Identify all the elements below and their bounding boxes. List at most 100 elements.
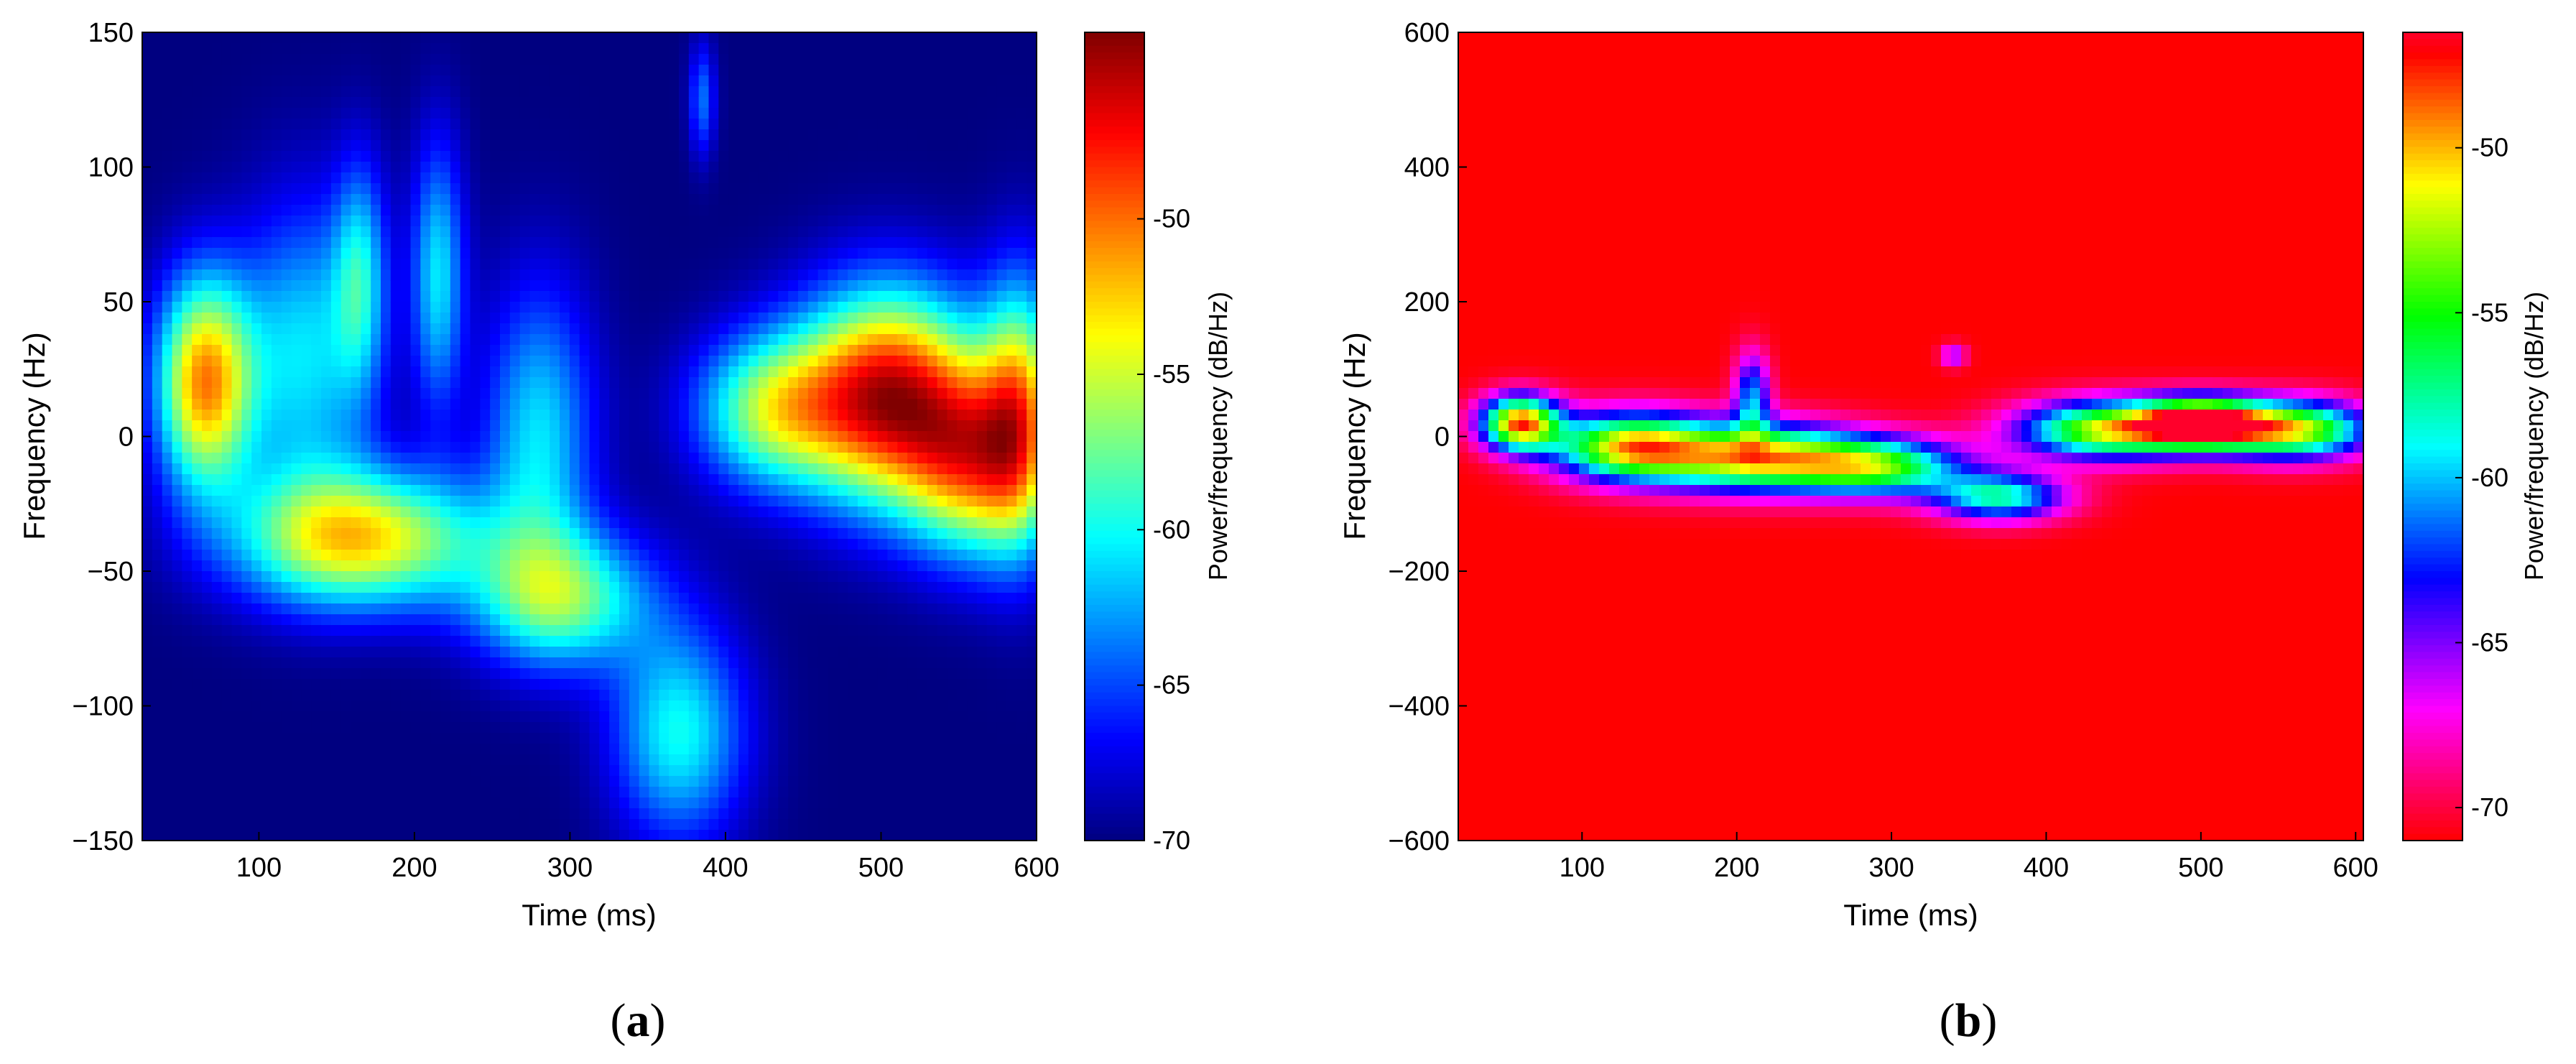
heatmap-cell — [330, 431, 342, 443]
heatmap-cell — [450, 657, 461, 669]
heatmap-cell — [589, 119, 601, 130]
heatmap-cell — [390, 65, 402, 76]
heatmap-cell — [221, 485, 233, 496]
heatmap-cell — [261, 140, 272, 152]
heatmap-cell — [301, 151, 312, 162]
heatmap-cell — [639, 744, 650, 755]
heatmap-cell — [241, 754, 252, 766]
heatmap-cell — [271, 787, 282, 798]
heatmap-cell — [311, 216, 322, 227]
heatmap-cell — [619, 711, 630, 723]
heatmap-cell — [340, 345, 352, 356]
heatmap-cell — [450, 776, 461, 787]
heatmap-cell — [609, 129, 620, 141]
heatmap-cell — [221, 216, 233, 227]
heatmap-cell — [311, 323, 322, 335]
heatmap-cell — [688, 808, 700, 820]
heatmap-cell — [271, 657, 282, 669]
heatmap-cell — [579, 194, 590, 205]
heatmap-cell — [251, 410, 262, 421]
heatmap-cell — [688, 420, 700, 432]
heatmap-cell — [589, 97, 601, 108]
heatmap-cell — [788, 323, 799, 335]
heatmap-cell — [450, 442, 461, 453]
heatmap-cell — [330, 162, 342, 173]
heatmap-cell — [698, 560, 710, 572]
heatmap-cell — [480, 830, 491, 841]
heatmap-cell — [172, 690, 183, 701]
heatmap-cell — [529, 485, 541, 496]
heatmap-cell — [361, 65, 371, 76]
heatmap-cell — [351, 765, 362, 777]
heatmap-cell — [182, 302, 193, 313]
heatmap-cell — [291, 808, 302, 820]
heatmap-cell — [152, 205, 163, 216]
heatmap-cell — [639, 517, 650, 529]
heatmap-cell — [748, 162, 759, 173]
heatmap-cell — [639, 711, 650, 723]
heatmap-cell — [599, 496, 610, 507]
heatmap-cell — [569, 280, 580, 292]
heatmap-cell — [768, 453, 779, 464]
heatmap-cell — [460, 205, 471, 216]
heatmap-cell — [241, 205, 252, 216]
heatmap-cell — [381, 560, 392, 572]
heatmap-cell — [311, 54, 322, 65]
heatmap-cell — [390, 205, 402, 216]
heatmap-cell — [550, 248, 560, 259]
heatmap-cell — [340, 410, 352, 421]
heatmap-cell — [420, 442, 431, 453]
heatmap-cell — [430, 647, 441, 658]
heatmap-cell — [698, 550, 710, 561]
heatmap-cell — [589, 819, 601, 831]
heatmap-cell — [361, 388, 371, 399]
heatmap-cell — [390, 162, 402, 173]
heatmap-cell — [211, 162, 223, 173]
heatmap-cell — [698, 334, 710, 346]
heatmap-cell — [142, 603, 153, 615]
heatmap-cell — [321, 345, 332, 356]
heatmap-cell — [728, 571, 739, 583]
heatmap-cell — [211, 86, 223, 98]
heatmap-cell — [748, 280, 759, 292]
heatmap-cell — [748, 754, 759, 766]
heatmap-cell — [182, 119, 193, 130]
heatmap-cell — [311, 442, 322, 453]
heatmap-cell — [629, 765, 640, 777]
heatmap-cell — [371, 119, 381, 130]
heatmap-cell — [569, 657, 580, 669]
heatmap-cell — [202, 453, 213, 464]
heatmap-cell — [152, 679, 163, 690]
heatmap-cell — [440, 636, 451, 647]
heatmap-cell — [669, 463, 680, 475]
heatmap-cell — [231, 787, 243, 798]
heatmap-cell — [688, 151, 700, 162]
heatmap-cell — [450, 830, 461, 841]
heatmap-cell — [798, 517, 809, 529]
heatmap-cell — [450, 205, 461, 216]
heatmap-cell — [529, 205, 541, 216]
heatmap-cell — [281, 474, 292, 486]
heatmap-cell — [291, 129, 302, 141]
heatmap-cell — [281, 560, 292, 572]
heatmap-cell — [261, 356, 272, 367]
heatmap-cell — [589, 744, 601, 755]
heatmap-cell — [162, 744, 173, 755]
heatmap-cell — [162, 65, 173, 76]
heatmap-cell — [361, 593, 371, 604]
heatmap-cell — [460, 183, 471, 195]
heatmap-cell — [202, 172, 213, 184]
heatmap-cell — [758, 528, 769, 540]
heatmap-cell — [301, 657, 312, 669]
heatmap-cell — [291, 517, 302, 529]
heatmap-cell — [649, 129, 660, 141]
heatmap-cell — [351, 388, 362, 399]
heatmap-cell — [529, 172, 541, 184]
heatmap-cell — [500, 463, 511, 475]
heatmap-cell — [211, 237, 223, 249]
heatmap-cell — [440, 700, 451, 712]
heatmap-cell — [589, 32, 601, 44]
heatmap-cell — [748, 334, 759, 346]
heatmap-cell — [251, 700, 262, 712]
heatmap-cell — [390, 237, 402, 249]
